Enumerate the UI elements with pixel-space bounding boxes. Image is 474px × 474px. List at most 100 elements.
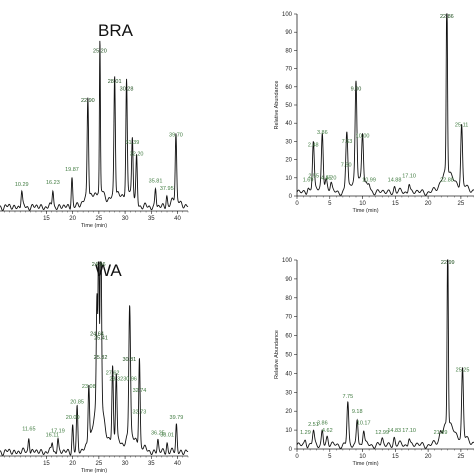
x-tick-label: 35 <box>148 461 155 467</box>
peak-label: 12.99 <box>375 430 389 436</box>
y-tick-label: 30 <box>285 139 292 145</box>
y-tick-label: 90 <box>285 277 292 283</box>
x-tick-label: 25 <box>96 461 103 467</box>
peak-label: 22.88 <box>440 177 454 183</box>
peak-label: 17.10 <box>402 174 416 180</box>
peak-label: 22.99 <box>441 260 455 266</box>
x-axis-title: Time (min) <box>81 223 107 229</box>
y-tick-label: 60 <box>285 334 292 340</box>
y-tick-label: 80 <box>285 296 292 302</box>
peak-label: 7.50 <box>341 163 352 169</box>
peak-label: 25.20 <box>93 48 107 54</box>
peak-label: 19.87 <box>65 167 79 173</box>
peak-label: 10.29 <box>15 182 29 188</box>
chromatogram-trace <box>296 13 474 196</box>
y-tick-label: 80 <box>285 48 292 54</box>
peak-label: 2.55 <box>308 174 319 180</box>
peak-label: 16.23 <box>46 180 60 186</box>
y-tick-label: 100 <box>282 12 293 18</box>
x-tick-label: 15 <box>392 454 399 460</box>
y-tick-label: 0 <box>289 194 293 200</box>
peak-label: 30.96 <box>123 376 137 382</box>
peak-label: 35.81 <box>149 178 163 184</box>
peak-label: 14.88 <box>388 177 402 183</box>
x-tick-label: 10 <box>359 454 366 460</box>
peak-label: 14.83 <box>387 428 401 434</box>
y-tick-label: 60 <box>285 85 292 91</box>
x-tick-label: 0 <box>295 201 299 207</box>
x-tick-label: 30 <box>122 216 129 222</box>
panel-bra-chromatogram: BRA 15 20 25 30 35 40 Time (min) 10.29 16.23 19.87… <box>0 21 189 229</box>
chromatogram-trace <box>296 259 474 449</box>
peak-label: 10.17 <box>357 420 371 426</box>
x-tick-label: 40 <box>174 216 181 222</box>
peak-label: 17.19 <box>51 429 65 435</box>
peak-label: 3.86 <box>317 130 328 136</box>
x-tick-label: 0 <box>295 454 299 460</box>
peak-label: 9.00 <box>351 86 362 92</box>
peak-label: 4.45 <box>321 175 332 181</box>
peak-label: 5.20 <box>326 175 337 181</box>
peak-label: 37.95 <box>160 186 174 192</box>
panel-label: BRA <box>98 21 134 40</box>
x-axis-title: Time (min) <box>352 208 378 214</box>
peak-label: 22.86 <box>440 14 454 20</box>
peak-label: 39.70 <box>169 132 183 138</box>
x-tick-label: 10 <box>359 201 366 207</box>
peak-label: 16.11 <box>46 433 59 439</box>
y-tick-label: 40 <box>285 371 292 377</box>
peak-label: 10.99 <box>362 177 376 183</box>
panel-bottom-right-chromatogram: 0 5 10 15 20 25 Time (min) 0 10 20 30 40 50 60 70 80 90 1… <box>274 258 474 467</box>
peak-label: 24.64 <box>90 332 104 338</box>
x-tick-label: 30 <box>122 461 129 467</box>
peak-label: 4.62 <box>322 428 333 434</box>
peak-label: 25.11 <box>455 123 468 129</box>
peak-label: 20.00 <box>66 415 80 421</box>
peak-label: 32.20 <box>130 152 144 158</box>
peak-label: 36.25 <box>151 431 165 437</box>
peak-label: 21.89 <box>434 430 448 436</box>
y-tick-label: 20 <box>285 409 292 415</box>
y-tick-label: 70 <box>285 315 292 321</box>
y-tick-label: 70 <box>285 67 292 73</box>
chromatogram-trace <box>0 261 189 456</box>
x-tick-label: 20 <box>425 201 432 207</box>
x-axis-title: Time (min) <box>81 468 107 474</box>
y-tick-label: 100 <box>282 258 293 264</box>
peak-label: 10.00 <box>356 134 370 140</box>
y-tick-label: 50 <box>285 103 292 109</box>
x-tick-label: 20 <box>69 216 76 222</box>
chromatogram-trace <box>0 40 189 211</box>
peak-label: 31.39 <box>125 140 139 146</box>
peak-label: 22.90 <box>81 98 95 104</box>
peak-label: 7.63 <box>342 139 353 145</box>
peak-label: 25.25 <box>456 367 470 373</box>
peak-label: 32.73 <box>133 409 147 415</box>
peak-label: 25.32 <box>94 355 108 361</box>
peak-label: 1.29 <box>300 430 311 436</box>
peak-label: 28.01 <box>108 79 122 85</box>
y-tick-label: 50 <box>285 353 292 359</box>
peak-label: 38.01 <box>160 433 174 439</box>
x-tick-label: 15 <box>43 461 50 467</box>
y-tick-label: 30 <box>285 390 292 396</box>
peak-label: 2.48 <box>308 143 319 149</box>
peak-label: 7.75 <box>342 394 353 400</box>
panel-top-right-chromatogram: 0 5 10 15 20 25 Time (min) 0 10 20 30 40 50 60 70 80 90 1… <box>274 12 474 214</box>
peak-label: 23.08 <box>82 384 96 390</box>
x-tick-label: 25 <box>458 201 465 207</box>
peak-label: 32.74 <box>133 388 147 394</box>
y-tick-label: 40 <box>285 121 292 127</box>
x-axis-title: Time (min) <box>352 461 378 467</box>
peak-label: 20.85 <box>70 400 84 406</box>
peak-label: 30.28 <box>120 87 134 93</box>
x-tick-label: 15 <box>43 216 50 222</box>
peak-label: 17.10 <box>402 428 416 434</box>
y-tick-label: 0 <box>289 447 293 453</box>
x-tick-label: 25 <box>96 216 103 222</box>
peak-label: 39.79 <box>170 415 184 421</box>
y-tick-label: 90 <box>285 30 292 36</box>
x-tick-label: 5 <box>328 454 332 460</box>
